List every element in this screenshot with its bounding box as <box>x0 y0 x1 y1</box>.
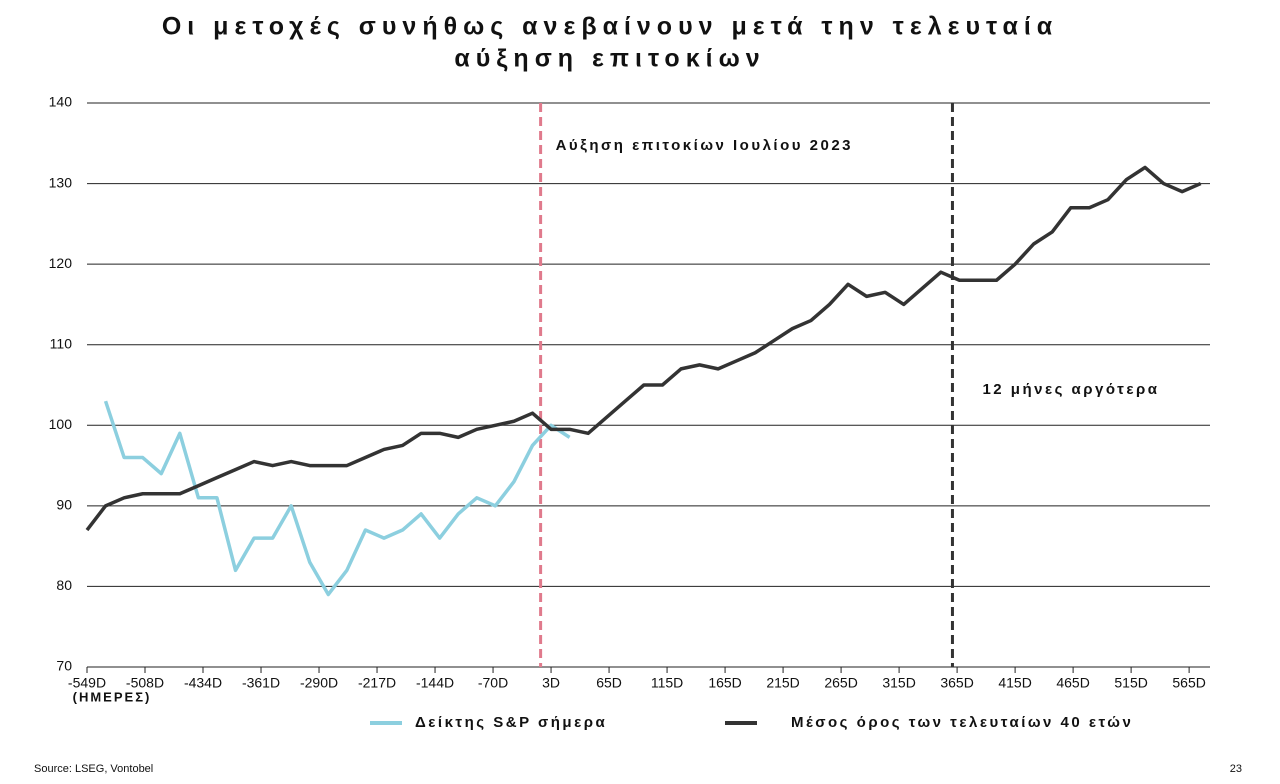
y-tick-label: 100 <box>49 416 73 432</box>
y-tick-label: 120 <box>49 255 73 271</box>
annotation: Αύξηση επιτοκίων Ιουλίου 2023 <box>556 137 853 154</box>
x-tick-label: 3D <box>542 675 560 691</box>
y-tick-label: 70 <box>56 658 72 674</box>
y-tick-label: 140 <box>49 94 73 110</box>
x-tick-label: 215D <box>766 675 799 691</box>
x-tick-label: 565D <box>1172 675 1205 691</box>
x-tick-label: 265D <box>824 675 857 691</box>
x-tick-label: 315D <box>882 675 915 691</box>
page-number: 23 <box>1230 763 1242 775</box>
x-tick-label: -508D <box>126 675 164 691</box>
y-tick-label: 130 <box>49 174 73 190</box>
x-tick-label: -70D <box>478 675 508 691</box>
x-tick-label: -217D <box>358 675 396 691</box>
y-tick-label: 90 <box>56 497 72 513</box>
source: Source: LSEG, Vontobel <box>34 763 153 775</box>
chart-title: Οι μετοχές συνήθως ανεβαίνουν μετά την τ… <box>162 13 1058 41</box>
x-tick-label: -290D <box>300 675 338 691</box>
x-tick-label: 415D <box>998 675 1031 691</box>
x-tick-label: 115D <box>651 675 683 691</box>
y-tick-label: 110 <box>50 335 73 351</box>
x-tick-label: 365D <box>940 675 973 691</box>
x-tick-label: 465D <box>1056 675 1089 691</box>
series-line <box>85 165 1202 532</box>
x-tick-label: -361D <box>242 675 280 691</box>
x-axis-label: (ΗΜΕΡΕΣ) <box>73 689 152 704</box>
x-tick-label: 65D <box>596 675 622 691</box>
x-tick-label: -144D <box>416 675 454 691</box>
x-tick-label: -434D <box>184 675 222 691</box>
legend-label: Μέσος όρος των τελευταίων 40 ετών <box>791 714 1133 731</box>
series-line <box>103 400 571 597</box>
annotation: 12 μήνες αργότερα <box>982 381 1159 398</box>
y-tick-label: 80 <box>56 577 72 593</box>
x-tick-label: 515D <box>1114 675 1147 691</box>
x-tick-label: -549D <box>68 675 106 691</box>
legend-label: Δείκτης S&P σήμερα <box>415 714 607 731</box>
chart-title: αύξηση επιτοκίων <box>454 45 765 73</box>
x-tick-label: 165D <box>708 675 741 691</box>
